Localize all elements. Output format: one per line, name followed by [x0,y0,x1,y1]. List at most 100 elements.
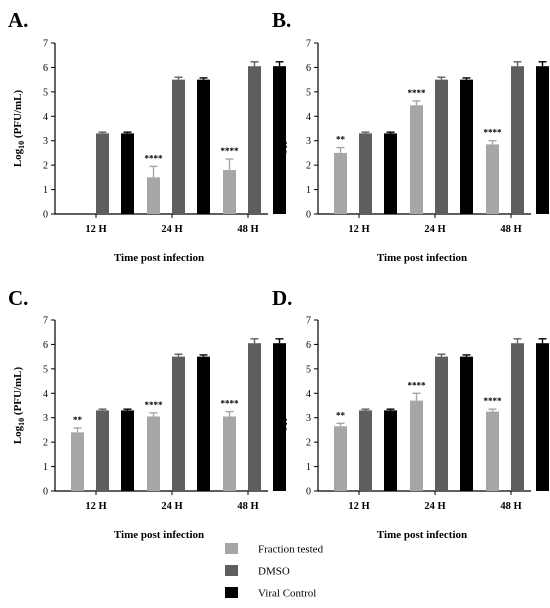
panel-label: C. [8,286,28,310]
x-tick-label: 12 H [85,501,106,512]
bar-fraction-tested [410,105,423,214]
chart-panel-1: A. 0 1 2 3 4 5 6 7 Log10 (PFU/mL) 12 H 24 H **** 48 H… [8,8,286,264]
bar-fraction-tested [486,144,499,214]
y-tick-label: 7 [306,316,311,327]
y-tick-label: 1 [306,462,311,473]
bar-dmso [511,343,524,491]
bar-dmso [435,79,448,215]
significance-label: **** [408,380,427,390]
x-axis-title: Time post infection [114,529,204,541]
panel-label: B. [272,8,291,32]
bar-fraction-tested [334,426,347,491]
bar-dmso [96,410,109,491]
x-tick-label: 24 H [424,501,445,512]
x-tick-label: 48 H [500,224,521,235]
chart-panel-3: C. 0 1 2 3 4 5 6 7 Log10 (PFU/mL) 12 H ** 24 H **** 48… [8,286,286,541]
bar-viral-control [273,343,286,491]
y-axis-title: Log10 (PFU/mL) [275,89,289,167]
y-tick-label: 6 [43,63,48,74]
y-tick-label: 3 [306,413,311,424]
y-tick-label: 2 [43,438,48,449]
significance-label: **** [145,400,164,410]
y-tick-label: 5 [306,87,311,98]
x-tick-label: 24 H [424,224,445,235]
x-axis-title: Time post infection [377,252,467,264]
bar-viral-control [121,133,134,214]
y-tick-label: 7 [306,39,311,50]
bar-viral-control [384,133,397,214]
y-axis-title: Log10 (PFU/mL) [12,89,26,167]
y-tick-label: 7 [43,316,48,327]
significance-label: **** [221,399,240,409]
significance-label: **** [221,146,240,156]
bar-dmso [248,66,261,214]
bar-viral-control [536,66,549,214]
y-tick-label: 1 [43,462,48,473]
x-tick-label: 48 H [500,501,521,512]
x-tick-label: 48 H [237,501,258,512]
y-tick-label: 0 [43,210,48,221]
bar-viral-control [273,66,286,214]
x-axis-title: Time post infection [377,529,467,541]
y-tick-label: 3 [43,413,48,424]
x-tick-label: 12 H [85,224,106,235]
legend-label: DMSO [258,566,290,578]
y-tick-label: 3 [43,136,48,147]
bar-viral-control [460,79,473,215]
y-tick-label: 1 [306,185,311,196]
y-tick-label: 5 [43,87,48,98]
bar-fraction-tested [71,432,84,491]
chart-panel-2: B. 0 1 2 3 4 5 6 7 Log10 (PFU/mL) 12 H ** 24 H **** 48… [272,8,549,264]
y-axis-title: Log10 (PFU/mL) [12,366,26,444]
legend-label: Fraction tested [258,544,324,556]
significance-label: ** [336,135,346,145]
significance-label: ** [73,415,83,425]
bar-dmso [359,133,372,214]
y-tick-label: 4 [306,112,311,123]
y-tick-label: 2 [306,161,311,172]
y-tick-label: 2 [306,438,311,449]
legend-label: Viral Control [258,588,316,600]
bar-viral-control [384,410,397,491]
significance-label: **** [408,88,427,98]
panel-label: A. [8,8,28,32]
y-tick-label: 4 [306,389,311,400]
bar-viral-control [197,356,210,491]
x-tick-label: 48 H [237,224,258,235]
x-tick-label: 24 H [161,501,182,512]
y-tick-label: 7 [43,39,48,50]
bar-fraction-tested [334,152,347,214]
y-tick-label: 4 [43,112,48,123]
x-tick-label: 12 H [348,224,369,235]
y-tick-label: 0 [306,487,311,498]
bar-dmso [435,356,448,491]
y-tick-label: 6 [306,63,311,74]
significance-label: **** [484,396,503,406]
y-tick-label: 6 [306,340,311,351]
bar-viral-control [121,410,134,491]
bar-dmso [248,343,261,491]
y-tick-label: 6 [43,340,48,351]
panel-label: D. [272,286,292,310]
bar-fraction-tested [223,416,236,491]
y-tick-label: 5 [43,364,48,375]
y-tick-label: 2 [43,161,48,172]
significance-label: ** [336,410,346,420]
y-tick-label: 1 [43,185,48,196]
bar-dmso [172,79,185,215]
x-tick-label: 12 H [348,501,369,512]
y-tick-label: 5 [306,364,311,375]
bar-dmso [96,133,109,214]
legend: Fraction tested DMSO Viral Control [225,543,324,600]
y-tick-label: 4 [43,389,48,400]
bar-fraction-tested [147,416,160,491]
bar-fraction-tested [486,411,499,491]
legend-swatch [225,587,238,598]
bar-fraction-tested [223,170,236,214]
y-tick-label: 0 [306,210,311,221]
significance-label: **** [484,128,503,138]
x-tick-label: 24 H [161,224,182,235]
bar-viral-control [536,343,549,491]
bar-dmso [172,356,185,491]
